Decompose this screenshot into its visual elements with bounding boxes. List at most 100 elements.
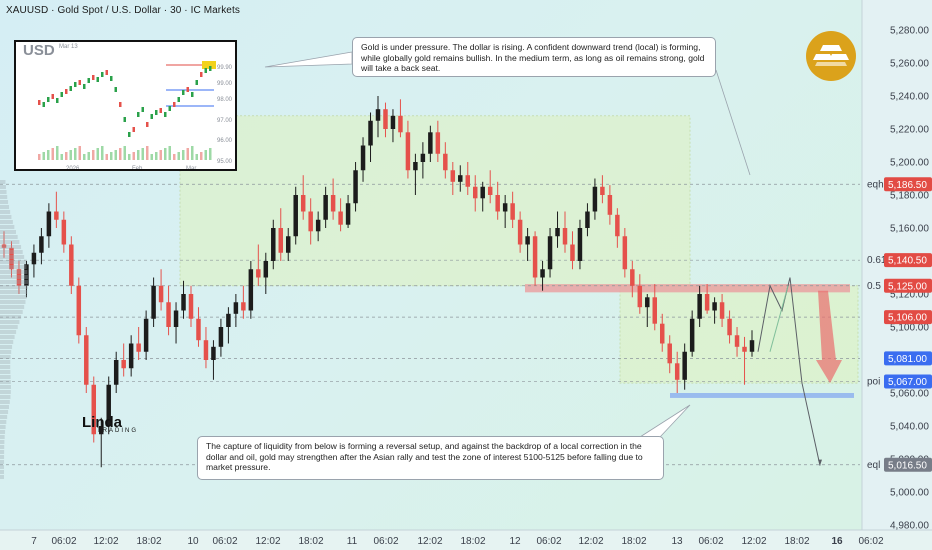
inset-volume-bar — [96, 148, 99, 160]
volume-profile-bar — [0, 235, 18, 239]
volume-profile-bar — [0, 415, 8, 419]
candle-body — [502, 203, 508, 212]
volume-profile-bar — [0, 390, 11, 394]
top-annotation: Gold is under pressure. The dollar is ri… — [352, 37, 716, 77]
volume-profile-bar — [0, 455, 5, 459]
inset-volume-bar — [159, 150, 162, 160]
inset-candle — [155, 110, 158, 115]
y-tick-label: 5,100.00 — [890, 323, 929, 334]
inset-volume-bar — [38, 154, 41, 160]
inset-volume-bar — [137, 150, 140, 160]
candle-body — [196, 318, 201, 341]
candle-body — [435, 132, 441, 154]
inset-volume-bar — [87, 152, 90, 160]
candle-body — [704, 294, 710, 311]
candle-body — [630, 269, 635, 286]
candles-group — [1, 96, 755, 468]
volume-profile-bar — [0, 420, 7, 424]
volume-profile-bar — [0, 320, 20, 324]
volume-profile-bar — [0, 230, 16, 234]
candle-body — [727, 318, 732, 336]
candle-body — [667, 343, 672, 364]
inset-volume-bar — [200, 152, 203, 160]
candle-body — [233, 302, 239, 314]
candle-body — [16, 269, 22, 286]
inset-volume-bar — [110, 152, 113, 160]
x-tick-label: 12:02 — [741, 536, 766, 547]
candle-body — [256, 269, 261, 278]
inset-volume-bar — [114, 150, 117, 160]
x-tick-label: 12:02 — [255, 536, 280, 547]
volume-profile-bar — [0, 305, 25, 309]
volume-profile-bar — [0, 335, 15, 339]
logo-sub-text: TRADING — [97, 428, 138, 434]
inset-candle — [51, 94, 54, 99]
x-tick-label: 06:02 — [698, 536, 723, 547]
candle-body — [300, 195, 306, 212]
x-tick-label: 11 — [347, 536, 358, 547]
candle-body — [682, 351, 687, 380]
candle-body — [76, 285, 82, 336]
volume-profile-bar — [0, 245, 22, 249]
candle-body — [547, 236, 553, 270]
candle-body — [577, 228, 583, 261]
volume-profile-bar — [0, 450, 5, 454]
candle-body — [353, 170, 358, 204]
inset-volume-bar — [83, 154, 86, 160]
candle-body — [487, 186, 493, 195]
volume-profile-bar — [0, 190, 7, 194]
inset-candle — [159, 108, 162, 113]
candle-body — [121, 360, 126, 369]
inset-candle — [141, 107, 144, 112]
level-tag: eqh — [867, 179, 884, 190]
inset-volume-bar — [69, 150, 72, 160]
volume-profile-bar — [0, 250, 23, 254]
y-tick-label: 5,180.00 — [890, 191, 929, 202]
candle-body — [450, 170, 456, 182]
inset-volume-bar — [182, 150, 185, 160]
inset-candle — [182, 90, 185, 95]
volume-profile-bar — [0, 300, 26, 304]
inset-candle — [101, 72, 104, 77]
volume-profile-bar — [0, 240, 20, 244]
inset-candle — [164, 112, 167, 117]
candle-body — [458, 175, 463, 182]
inset-candle — [96, 77, 99, 82]
inset-time-label: Feb — [132, 166, 143, 169]
inset-candle — [123, 117, 126, 122]
volume-profile-bar — [0, 470, 5, 474]
x-tick-label: 18:02 — [621, 536, 646, 547]
price-badge-2 — [884, 278, 932, 293]
candle-body — [375, 109, 381, 121]
candle-body — [285, 236, 291, 253]
x-tick-label: 12 — [509, 536, 521, 547]
logo-main-text: Linda — [82, 414, 122, 431]
x-tick-label: 06:02 — [858, 536, 883, 547]
level-tag: 0.5 — [867, 281, 881, 292]
volume-profile-bar — [0, 360, 11, 364]
inset-title: USD — [23, 42, 55, 59]
volume-profile-bar — [0, 280, 29, 284]
candle-body — [734, 335, 740, 347]
volume-profile-bar — [0, 220, 13, 224]
volume-profile-bar — [0, 355, 11, 359]
volume-profile-bar — [0, 435, 5, 439]
volume-profile-bar — [0, 350, 12, 354]
candle-body — [659, 323, 665, 344]
candle-body — [405, 132, 411, 171]
volume-profile-bar — [0, 395, 11, 399]
bottom-callout-pointer — [638, 404, 691, 438]
candle-body — [241, 302, 246, 311]
inset-volume-bar — [42, 152, 45, 160]
candle-body — [615, 214, 620, 237]
inset-volume-bar — [101, 146, 104, 160]
candle-body — [315, 219, 321, 232]
inset-volume-bar — [164, 148, 167, 160]
candle-body — [390, 115, 396, 129]
y-tick-label: 5,000.00 — [890, 488, 929, 499]
candle-body — [338, 211, 343, 225]
candle-body — [652, 297, 658, 324]
x-tick-label: 7 — [31, 536, 37, 547]
